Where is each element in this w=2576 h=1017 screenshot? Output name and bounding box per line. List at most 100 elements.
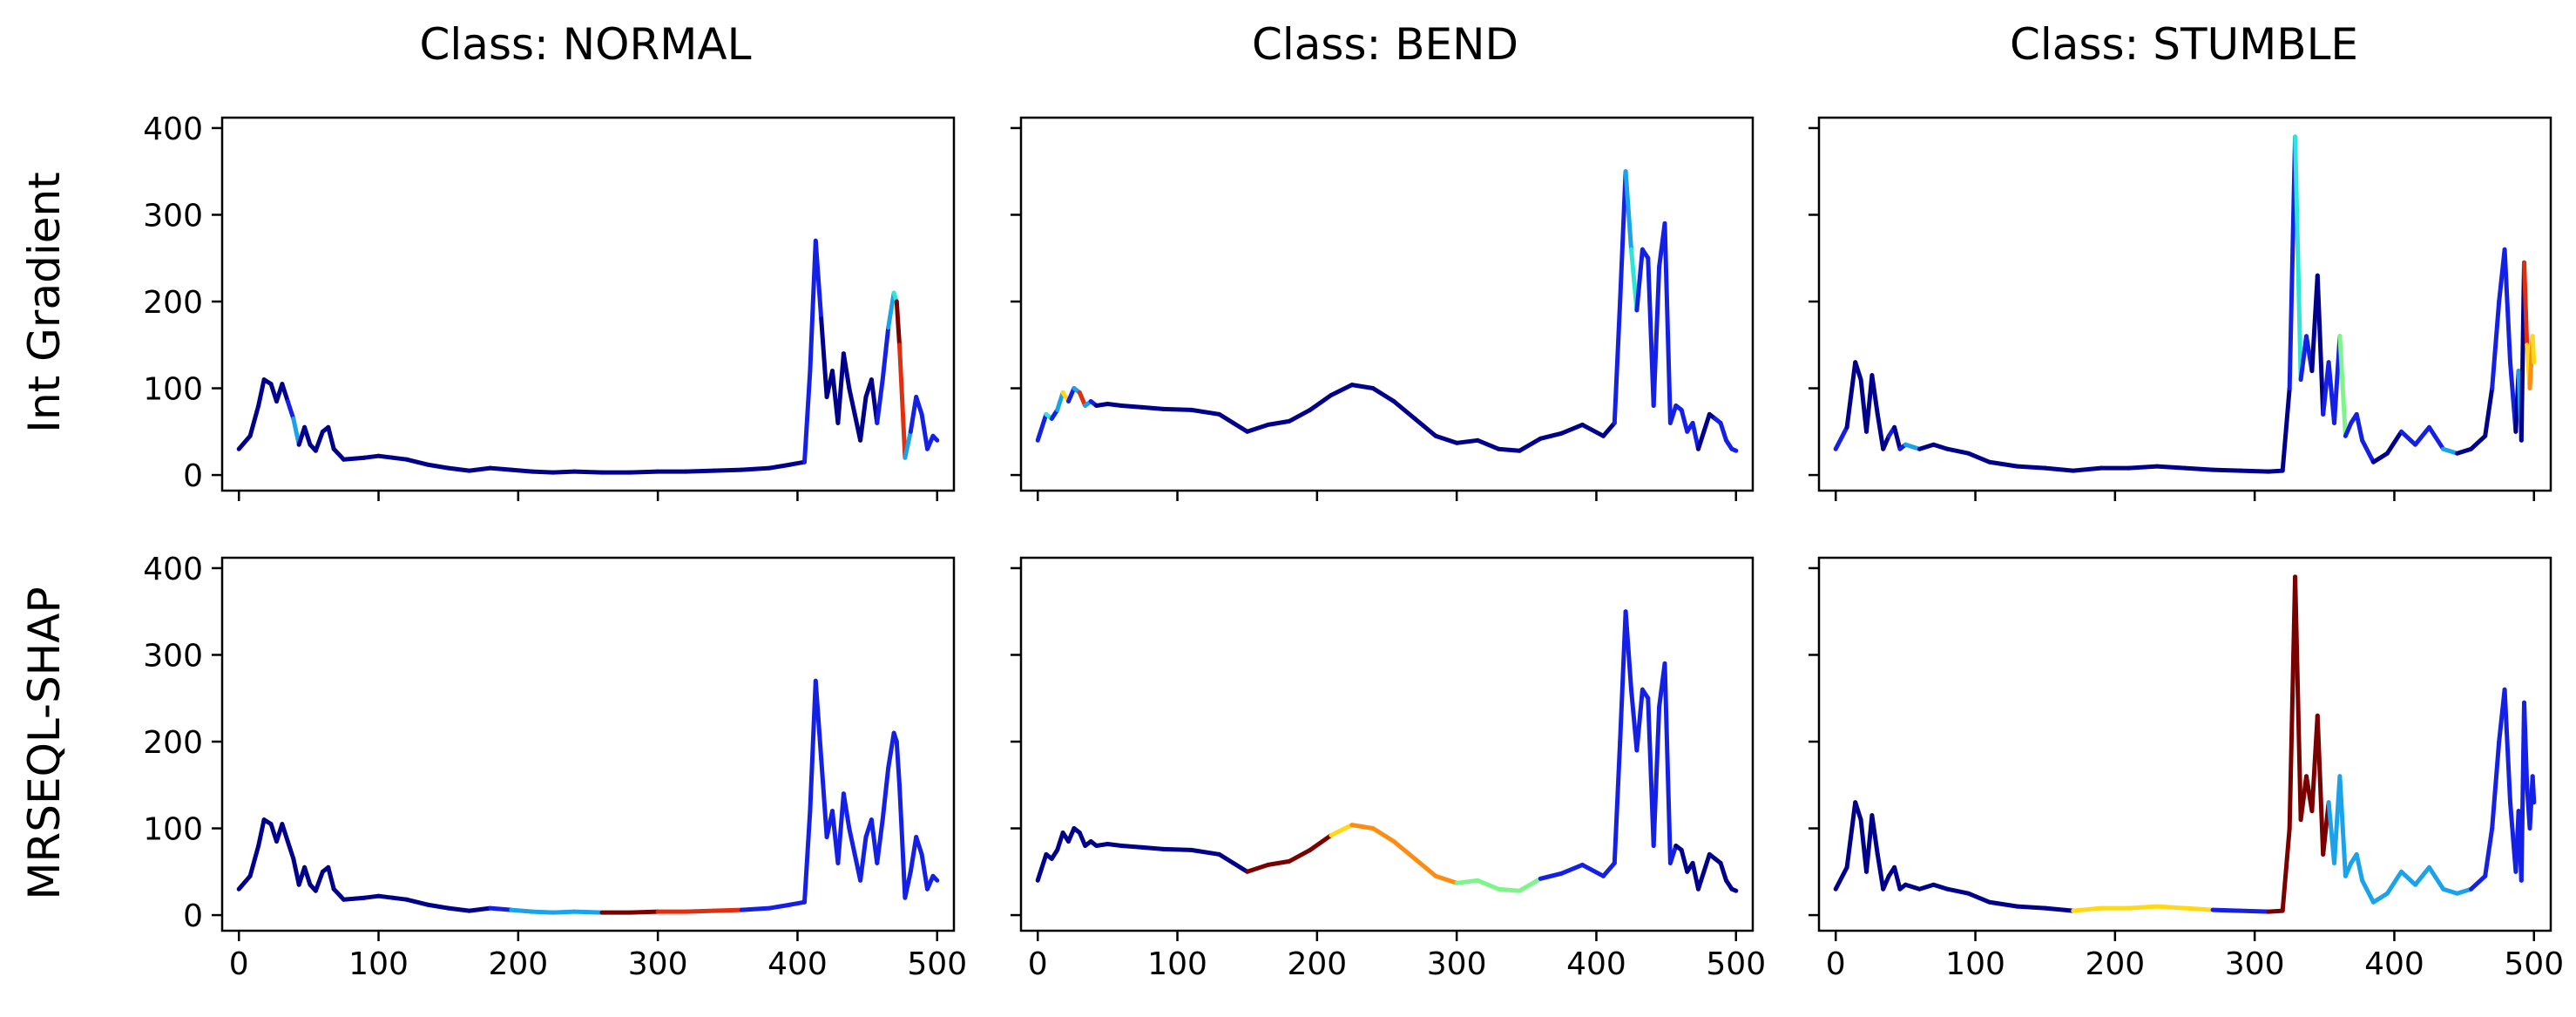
- panel-row0-col1-segment-18: [1245, 422, 1271, 434]
- panel-row0-col0-segment-54: [894, 299, 902, 348]
- panel-row1-col2-segment-1: [1844, 800, 1858, 870]
- panel-row1-col0-segment-44: [841, 791, 852, 831]
- panel-row0-col1-segment-30: [1496, 446, 1522, 453]
- panel-row1-col2-segment-37: [2337, 774, 2348, 878]
- panel-row1-col0-segment-45: [847, 826, 857, 857]
- panel-row1-col0-ytick-label: 300: [143, 638, 203, 674]
- panel-row0-col2-segment-47: [2441, 446, 2460, 456]
- panel-row1-col2-segment-9: [1892, 864, 1903, 892]
- panel-row1-col0-segment-50: [875, 817, 885, 865]
- panel-row0-col0-segment-43: [835, 351, 846, 425]
- panel-row1-col1-segment-31: [1517, 876, 1543, 893]
- panel-row1-col0-segment-47: [858, 835, 869, 883]
- panel-row1-col0-segment-16: [341, 895, 367, 902]
- panel-row1-col2-segment-5: [1869, 813, 1880, 857]
- panel-row0-col1-segment-43: [1651, 264, 1662, 408]
- panel-row1-col0-segment-43: [835, 791, 846, 865]
- panel-row0-col0-segment-52: [886, 290, 896, 330]
- panel-row1-col1-segment-13: [1140, 844, 1166, 851]
- panel-row0-col0-ytick-label: 100: [143, 372, 203, 408]
- panel-row1-col0: 0 100 200 300 400 500 0 100 200 300 400: [143, 552, 967, 982]
- panel-row1-col2-segment-11: [1903, 882, 1922, 892]
- panel-row0-col2-segment-18: [2043, 465, 2076, 473]
- panel-row1-col1-segment-36: [1612, 739, 1623, 865]
- panel-row1-col2-segment-6: [1875, 851, 1886, 892]
- panel-row1-col2-segment-50: [2483, 826, 2495, 878]
- panel-row0-col2-segment-0: [1833, 424, 1849, 451]
- panel-row1-col1-segment-27: [1433, 873, 1459, 885]
- panel-row0-col0-segment-44: [841, 351, 852, 390]
- panel-row0-col2-segment-15: [1966, 451, 1992, 464]
- panel-row1-col1-segment-37: [1618, 609, 1628, 744]
- panel-row1-col2-segment-12: [1917, 882, 1936, 892]
- panel-row1-col1-segment-11: [1105, 842, 1124, 848]
- panel-row1-col2-xtick-label: 100: [1945, 946, 2005, 982]
- panel-row1-col0-ytick-label: 0: [183, 898, 203, 934]
- panel-row0-col1-segment-51: [1696, 429, 1707, 451]
- panel-row1-col2-segment-19: [2071, 905, 2104, 913]
- panel-row1-col1-segment-23: [1349, 823, 1376, 831]
- panel-row1-col2-segment-7: [1881, 873, 1891, 892]
- panel-row0-col1-segment-22: [1329, 383, 1355, 397]
- panel-row0-col1-segment-19: [1266, 418, 1292, 427]
- panel-row0-col0-segment-10: [302, 424, 313, 447]
- panel-row1-col1-segment-12: [1119, 844, 1145, 850]
- panel-row0-col0-segment-55: [897, 342, 908, 460]
- panel-row1-col2-segment-22: [2154, 904, 2187, 911]
- panel-row1-col2-segment-15: [1966, 891, 1992, 905]
- panel-row0-col1-segment-57: [1729, 446, 1739, 453]
- panel-row1-col2-segment-4: [1864, 813, 1875, 874]
- panel-row1-col2-segment-23: [2182, 905, 2215, 912]
- panel-row0-col1-segment-17: [1231, 420, 1250, 434]
- panel-row0-col0-segment-18: [376, 453, 396, 460]
- panel-row0-col2-segment-9: [1892, 424, 1903, 451]
- panel-row0-col2-segment-17: [2015, 464, 2048, 471]
- panel-row0-col0-segment-1: [247, 403, 261, 438]
- panel-row1-col2-segment-16: [1987, 899, 2020, 909]
- panel-row1-col1-xtick-label: 0: [1028, 946, 1048, 982]
- panel-row0-col0-ytick-label: 300: [143, 198, 203, 234]
- panel-row1-col0-segment-25: [509, 907, 535, 914]
- panel-row1-col1-segment-45: [1662, 661, 1673, 865]
- panel-row1-col0-segment-23: [467, 905, 493, 913]
- panel-row0-col0-segment-57: [908, 395, 919, 434]
- panel-row0-col1-segment-13: [1140, 404, 1166, 411]
- panel-row1-col2-xtick-label: 300: [2225, 946, 2285, 982]
- panel-row0-col0-segment-21: [425, 462, 451, 471]
- panel-row1-col1-segment-20: [1287, 847, 1313, 864]
- panel-row1-col0-segment-10: [302, 864, 313, 887]
- panel-row0-col1-segment-37: [1618, 169, 1628, 304]
- panel-row1-col2-segment-49: [2469, 873, 2488, 892]
- panel-row1-col0-segment-22: [446, 905, 472, 913]
- panel-row1-col1-segment-19: [1266, 858, 1292, 867]
- panel-row1-col2-xtick-label: 500: [2504, 946, 2564, 982]
- panel-row1-col2-xtick-label: 0: [1826, 946, 1846, 982]
- panel-row1-col0-xtick-label: 300: [628, 946, 688, 982]
- panel-row0-col2-segment-58: [2522, 260, 2530, 348]
- panel-row0-col0-segment-39: [813, 238, 824, 322]
- panel-row0-col2-segment-53: [2502, 247, 2512, 365]
- panel-row0-col1-segment-7: [1077, 390, 1088, 408]
- panel-row0-col1-segment-20: [1287, 407, 1313, 424]
- panel-row1-col1-segment-3: [1055, 831, 1065, 852]
- panel-row1-col2-segment-40: [2354, 851, 2365, 883]
- panel-row0-col2-segment-1: [1844, 360, 1858, 430]
- panel-row1-col1-segment-57: [1729, 886, 1739, 893]
- panel-row0-col1-series-line: [1035, 169, 1739, 453]
- panel-row1-col2-frame: [1817, 556, 2552, 932]
- panel-row1-col1-segment-5: [1066, 826, 1077, 844]
- panel-row1-col1-segment-18: [1245, 862, 1271, 874]
- panel-row0-col0-segment-12: [313, 429, 325, 453]
- panel-row0-col2-segment-43: [2384, 429, 2404, 456]
- panel-row1-col1-segment-15: [1189, 847, 1222, 857]
- row-label-int-gradient: Int Gradient: [19, 172, 70, 433]
- panel-row1-col0-segment-36: [788, 899, 807, 907]
- panel-row0-col0-segment-51: [880, 325, 891, 383]
- col-title-normal: Class: NORMAL: [420, 19, 752, 70]
- panel-row0-col2-segment-24: [2210, 467, 2243, 473]
- panel-row0-col0-segment-58: [914, 395, 924, 417]
- panel-row0-col2-segment-50: [2483, 386, 2495, 438]
- panel-row0-col2-segment-33: [2315, 273, 2326, 417]
- panel-row1-col1-xtick-label: 300: [1427, 946, 1487, 982]
